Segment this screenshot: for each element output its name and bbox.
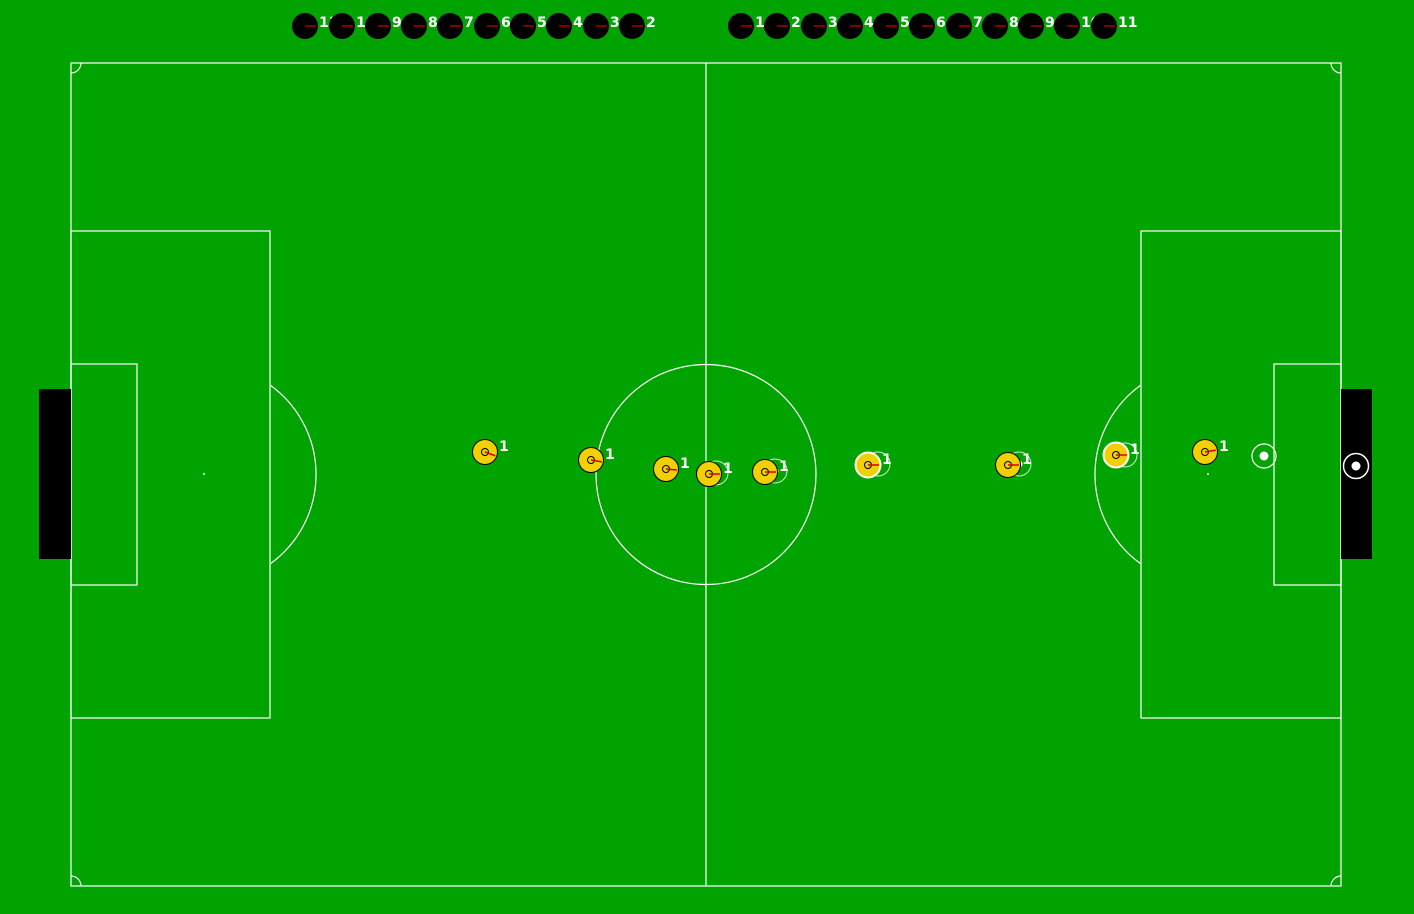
bench-player-number: 4 [864, 15, 874, 31]
bench-player-left-4[interactable]: 4 [546, 13, 583, 39]
bench-player-right-1[interactable]: 1 [728, 13, 765, 39]
players-on-field: 1 1 1 1 1 1 1 1 1 [472, 439, 1229, 487]
heading-line [1204, 449, 1216, 453]
ball-dot [1259, 451, 1269, 461]
player-number: 1 [1022, 452, 1032, 468]
bench-player-number: 1 [755, 15, 765, 31]
bench-player-right-4[interactable]: 4 [837, 13, 874, 39]
player-7[interactable]: 1 [995, 451, 1032, 478]
player-number: 1 [1130, 442, 1140, 458]
player-number: 1 [499, 439, 509, 455]
left-penalty-arc [269, 384, 317, 565]
corner-arc-top-right [1330, 62, 1342, 74]
player-6[interactable]: 1 [854, 451, 892, 479]
heading-line [590, 459, 602, 463]
ball-ring [1251, 443, 1277, 469]
bench-player-right-7[interactable]: 7 [946, 13, 983, 39]
bench-player-number: 11 [1118, 15, 1137, 31]
bench-player-left-9[interactable]: 9 [365, 13, 402, 39]
player-3[interactable]: 1 [653, 456, 690, 482]
bench-player-right-3[interactable]: 3 [801, 13, 838, 39]
bench-player-right-5[interactable]: 5 [873, 13, 910, 39]
bench-player-number: 7 [464, 15, 474, 31]
ball-icon[interactable] [1251, 443, 1277, 469]
bench-player-number: 3 [828, 15, 838, 31]
bench-player-left-2[interactable]: 2 [619, 13, 656, 39]
player-number: 1 [680, 456, 690, 472]
player-4[interactable]: 1 [696, 460, 733, 487]
center-circle [595, 363, 817, 586]
bench-player-number: 5 [900, 15, 910, 31]
bench-player-left-7[interactable]: 7 [437, 13, 474, 39]
bench-player-right-11[interactable]: 11 [1091, 13, 1137, 39]
player-5[interactable]: 1 [752, 458, 789, 485]
bench-player-right-9[interactable]: 9 [1018, 13, 1055, 39]
player-number: 1 [779, 459, 789, 475]
corner-arc-bottom-left [70, 875, 82, 887]
bench-player-number: 8 [1009, 15, 1019, 31]
bench-player-number: 4 [573, 15, 583, 31]
heading-line [484, 451, 496, 457]
bench-player-number: 9 [392, 15, 402, 31]
player-number: 1 [1219, 439, 1229, 455]
bench-player-number: 3 [610, 15, 620, 31]
right-penalty-spot [1207, 473, 1209, 475]
player-number: 1 [723, 461, 733, 477]
left-penalty-spot [203, 473, 205, 475]
bench-player-number: 7 [973, 15, 983, 31]
heading-line [665, 468, 678, 471]
player-1[interactable]: 1 [472, 439, 509, 465]
bench-player-left-6[interactable]: 6 [474, 13, 511, 39]
player-9[interactable]: 1 [1192, 439, 1229, 465]
corner-arc-bottom-right [1330, 875, 1342, 887]
bench-player-left-5[interactable]: 5 [510, 13, 547, 39]
bench-player-number: 5 [537, 15, 547, 31]
player-number: 1 [605, 447, 615, 463]
left-goal [39, 389, 71, 559]
bench-player-left-8[interactable]: 8 [401, 13, 438, 39]
bench: 1110987654321234567891011 [292, 13, 1137, 39]
bench-player-right-6[interactable]: 6 [909, 13, 946, 39]
ball-layer [1251, 443, 1370, 480]
corner-arc-top-left [70, 62, 82, 74]
player-8[interactable]: 1 [1102, 441, 1140, 469]
ball-ring [1342, 452, 1370, 480]
bench-player-number: 2 [646, 15, 656, 31]
player-number: 1 [882, 452, 892, 468]
bench-player-number: 9 [1045, 15, 1055, 31]
ball-in-goal-icon [1342, 452, 1370, 480]
player-center-ring [481, 448, 489, 456]
bench-player-right-2[interactable]: 2 [764, 13, 801, 39]
bench-player-right-8[interactable]: 8 [982, 13, 1019, 39]
bench-player-number: 8 [428, 15, 438, 31]
bench-player-number: 2 [791, 15, 801, 31]
ball-dot [1351, 461, 1361, 471]
bench-player-number: 6 [501, 15, 511, 31]
right-penalty-arc [1094, 384, 1142, 565]
bench-player-number: 6 [936, 15, 946, 31]
bench-player-left-3[interactable]: 3 [583, 13, 620, 39]
player-2[interactable]: 1 [578, 447, 615, 473]
